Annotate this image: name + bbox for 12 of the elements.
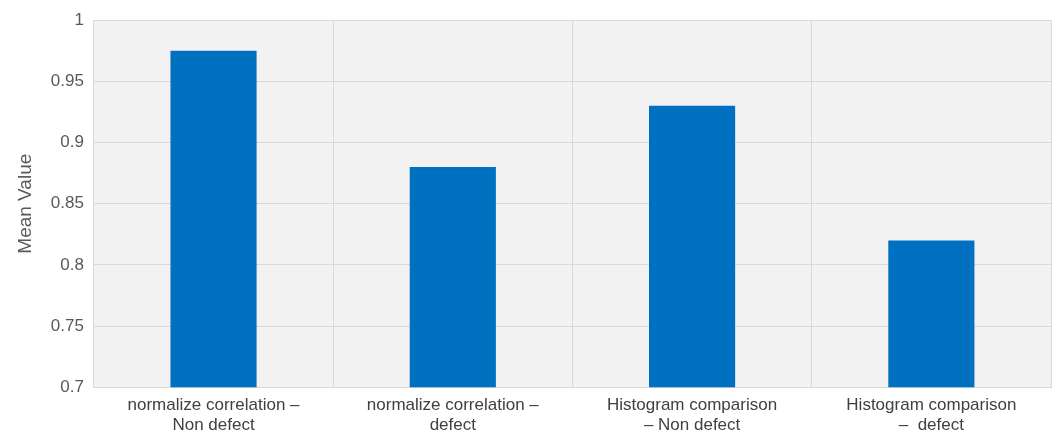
y-tick-label: 0.7 bbox=[60, 376, 84, 396]
x-tick-label: normalize correlation – defect bbox=[366, 395, 540, 435]
x-tick-label: normalize correlation – Non defect bbox=[127, 395, 301, 435]
y-tick-label: 0.8 bbox=[60, 254, 84, 274]
x-tick-label: Histogram comparison – Non defect bbox=[607, 395, 778, 435]
y-tick-label: 1 bbox=[74, 9, 84, 29]
y-tick-label: 0.75 bbox=[50, 315, 84, 335]
x-tick-label: Histogram comparison – defect bbox=[846, 395, 1017, 435]
y-tick-label: 0.95 bbox=[50, 71, 84, 91]
y-axis-title: Mean Value bbox=[13, 153, 35, 254]
y-tick-label: 0.9 bbox=[60, 132, 84, 152]
y-tick-label: 0.85 bbox=[50, 193, 84, 213]
